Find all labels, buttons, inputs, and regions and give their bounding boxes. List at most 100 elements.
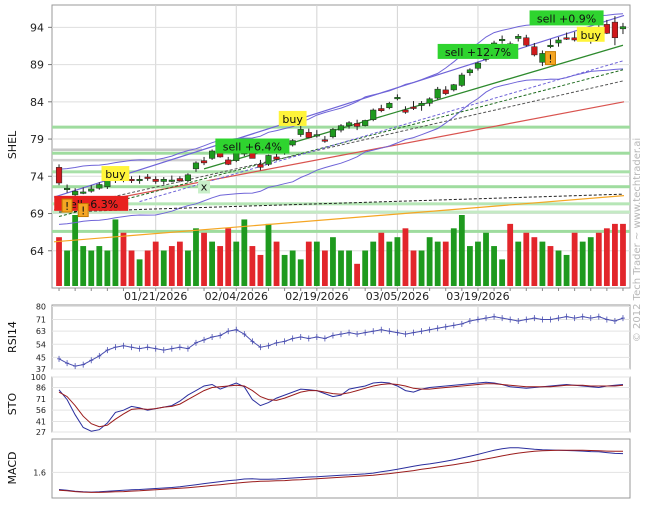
candle-body xyxy=(370,109,377,120)
sto-tick-label: 27 xyxy=(36,428,46,437)
support-band xyxy=(52,185,630,189)
volume-bar xyxy=(313,241,320,286)
sell-gain-label-box xyxy=(529,10,604,26)
date-tick-label: 03/19/2026 xyxy=(446,290,509,303)
volume-bar xyxy=(386,241,393,286)
watermark: © 2012 Tech Trader ~ www.techtrader.ai xyxy=(632,138,643,342)
candle-body xyxy=(539,53,546,63)
rsi-tick-label: 54 xyxy=(36,340,46,349)
candle-body xyxy=(192,162,200,170)
volume-bar xyxy=(249,246,256,286)
volume-bar xyxy=(305,241,312,286)
volume-bar xyxy=(225,228,232,286)
volume-bar xyxy=(571,232,578,286)
support-band xyxy=(52,202,630,206)
candle-body xyxy=(410,106,417,109)
alert-marker xyxy=(61,198,73,213)
volume-bar xyxy=(434,241,441,286)
volume-bar xyxy=(547,246,554,286)
candle-body xyxy=(619,26,627,30)
candle-body xyxy=(168,179,175,182)
candle-body xyxy=(386,103,393,109)
sell-gain-label: sell +12.7% xyxy=(445,46,511,59)
candle-body xyxy=(337,125,345,131)
volume-bar xyxy=(297,259,304,286)
volume-bar xyxy=(620,223,626,286)
volume-bar xyxy=(265,223,272,286)
candle-body xyxy=(474,62,482,69)
trend-line xyxy=(139,60,624,203)
candle-body xyxy=(523,37,530,46)
alert-marker xyxy=(77,203,89,218)
buy-label-box xyxy=(101,166,130,182)
candle-body xyxy=(72,190,79,196)
volume-bar xyxy=(612,223,618,286)
support-band xyxy=(52,210,630,214)
buy-label: buy xyxy=(282,113,303,126)
ma-mid-line xyxy=(53,101,625,211)
volume-bar xyxy=(330,237,336,286)
volume-bar xyxy=(467,246,473,286)
candle-body xyxy=(128,179,135,182)
sto-panel-label: STO xyxy=(6,392,19,415)
candle-body xyxy=(225,159,232,165)
price-tick-label: 64 xyxy=(30,245,44,258)
volume-bar xyxy=(168,246,175,286)
sto-tick-label: 71 xyxy=(36,395,46,404)
candle-body xyxy=(611,21,618,39)
buy-label-box xyxy=(576,26,605,42)
price-tick-label: 94 xyxy=(30,21,44,34)
candle-body xyxy=(329,129,337,138)
rsi-tick-label: 71 xyxy=(36,316,46,325)
volume-bar xyxy=(72,215,79,286)
x-marker xyxy=(198,180,211,194)
volume-bar xyxy=(128,250,135,286)
volume-bar xyxy=(104,250,111,286)
candle-body xyxy=(547,44,554,47)
buy-label: buy xyxy=(581,29,602,42)
volume-bar xyxy=(499,259,506,286)
price-tick-label: 79 xyxy=(30,133,44,146)
rsi-tick-label: 45 xyxy=(36,353,46,362)
candle-body xyxy=(184,174,191,182)
volume-bar xyxy=(442,241,449,286)
rsi-tick-label: 37 xyxy=(36,365,46,374)
date-tick-label: 02/04/2026 xyxy=(205,290,268,303)
volume-bar xyxy=(410,250,417,286)
sto-tick-label: 56 xyxy=(36,406,46,415)
volume-bar xyxy=(426,237,433,286)
price-tick-label: 89 xyxy=(30,59,44,72)
volume-bar xyxy=(603,228,610,286)
x-marker-label: x xyxy=(201,180,208,193)
candle-body xyxy=(80,191,87,194)
candle-body xyxy=(305,132,312,138)
candle-body xyxy=(378,108,385,112)
volume-bar xyxy=(458,215,465,286)
sto-tick-label: 86 xyxy=(36,384,46,393)
volume-bar xyxy=(281,254,288,286)
candle-body xyxy=(257,164,264,168)
volume-bar xyxy=(120,232,127,286)
volume-bar xyxy=(64,250,70,286)
volume-bar xyxy=(176,241,183,286)
lower-band-line xyxy=(58,68,624,225)
volume-bar xyxy=(394,237,401,286)
volume-bar xyxy=(378,232,385,286)
volume-bar xyxy=(483,232,489,286)
candle-body xyxy=(531,46,538,56)
candle-body xyxy=(96,184,103,189)
volume-bar xyxy=(152,241,159,286)
rsi-tick-label: 63 xyxy=(36,327,46,336)
volume-bar xyxy=(563,254,570,286)
support-band xyxy=(52,158,202,162)
sell-gain-label: sell +0.9% xyxy=(537,12,596,25)
date-tick-label: 02/19/2026 xyxy=(285,290,348,303)
ma-short-line xyxy=(53,14,625,198)
volume-bar xyxy=(450,228,457,286)
candle-body xyxy=(466,69,473,74)
candle-body xyxy=(297,129,304,135)
volume-bar xyxy=(515,241,522,286)
candle-body xyxy=(603,24,610,34)
volume-bar xyxy=(136,259,143,286)
